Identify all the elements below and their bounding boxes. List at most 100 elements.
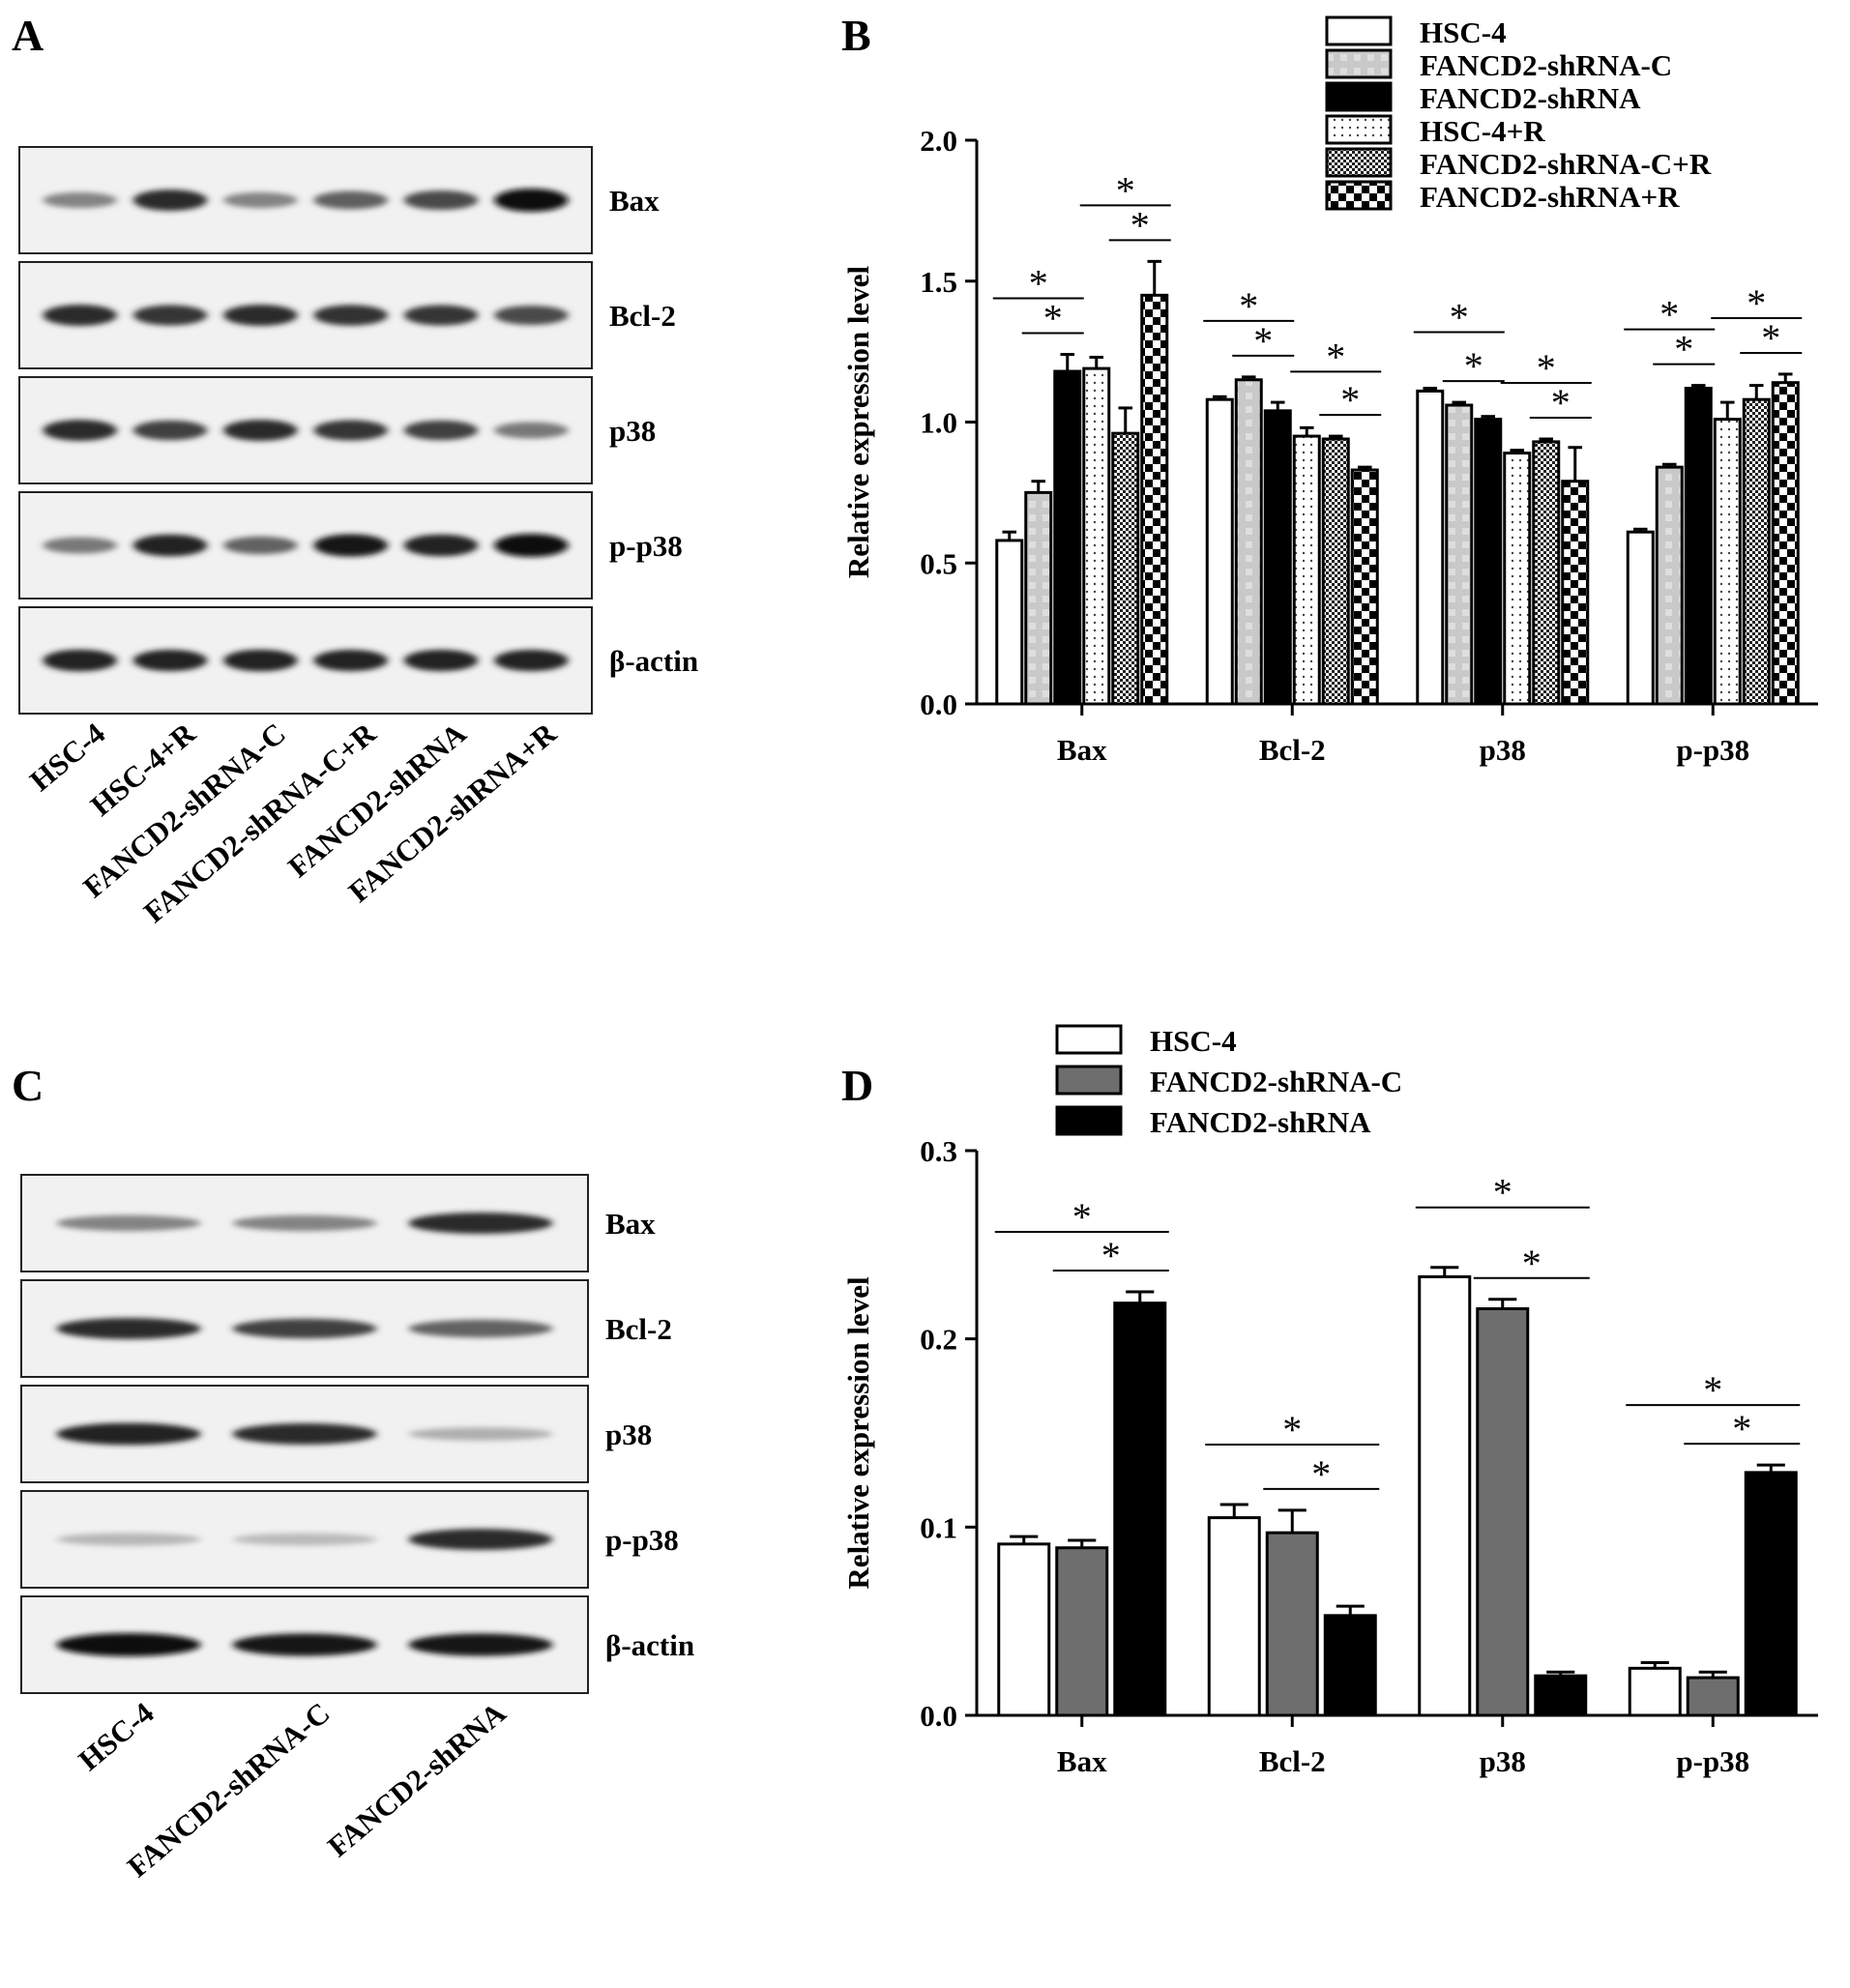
significance-mark: * [1747, 281, 1766, 325]
blot-label-bax: Bax [609, 184, 660, 218]
bar-chart-panel-d: 0.0 0.1 0.2 0.3 Relative expression level Bax… [841, 1024, 1818, 1778]
y-tick-label: 0.1 [920, 1510, 957, 1544]
band-bcl-2-fancd2-shrna [408, 1319, 553, 1338]
band-bcl-2-fancd2-shrna-r [494, 305, 569, 326]
band-beta-actin-fancd2-shrna [408, 1633, 553, 1656]
legend-label-fancd2-shrna: FANCD2-shRNA [1150, 1105, 1371, 1139]
blot-label-beta-actin: β-actin [609, 644, 698, 678]
band-p-p38-fancd2-shrna-c-r [313, 534, 388, 557]
significance-mark: * [1131, 203, 1150, 247]
panel-letter-a: A [12, 11, 44, 60]
band-beta-actin-hsc-4 [43, 649, 117, 672]
legend-label-hsc-4: HSC-4 [1420, 15, 1507, 49]
bar-fancd2-shrna-c-bcl-2 [1234, 378, 1263, 706]
bar-hsc-4-r-p-p38 [1713, 418, 1742, 706]
bar-fancd2-shrna-c-bax [1055, 1546, 1109, 1717]
bar-hsc-4-p-p38 [1626, 530, 1655, 706]
x-tick-label-bcl-2: Bcl-2 [1259, 733, 1326, 767]
y-tick-label: 0.3 [920, 1134, 957, 1168]
band-beta-actin-fancd2-shrna-r [494, 649, 569, 672]
x-tick-label-p-p38: p-p38 [1676, 1744, 1749, 1778]
band-beta-actin-fancd2-shrna [403, 649, 479, 672]
bar-fancd2-shrna-bcl-2 [1263, 409, 1292, 706]
band-p-p38-hsc-4-r [132, 534, 208, 557]
y-tick-label: 1.0 [920, 406, 957, 440]
significance-mark: * [1072, 1195, 1092, 1239]
bar-fancd2-shrna-c-bax [1024, 490, 1053, 706]
bar-fancd2-shrna-c-bcl-2 [1265, 1531, 1319, 1717]
legend-swatch-fancd2-shrna-c [1325, 48, 1393, 79]
legend-swatch-fancd2-shrna-c-r [1325, 147, 1393, 178]
band-p-p38-fancd2-shrna-c [232, 1533, 377, 1546]
bar-fancd2-shrna-c-p-p38 [1655, 465, 1684, 706]
blot-label-bax: Bax [605, 1207, 656, 1241]
significance-mark: * [1493, 1171, 1512, 1214]
significance-mark: * [1659, 293, 1679, 336]
band-bax-fancd2-shrna-c [223, 191, 298, 209]
legend-swatch-fancd2-shrna [1055, 1105, 1123, 1136]
x-tick-label-bax: Bax [1057, 733, 1107, 767]
band-p-p38-fancd2-shrna [408, 1529, 553, 1550]
lane-label-fancd2-shrna: FANCD2-shRNA [321, 1695, 513, 1863]
y-axis-label: Relative expression level [841, 266, 875, 579]
x-tick-label-p38: p38 [1480, 733, 1526, 767]
significance-mark: * [1674, 328, 1693, 371]
legend-swatch-fancd2-shrna-r [1325, 180, 1393, 211]
significance-mark: * [1703, 1368, 1722, 1412]
blot-label-p-p38: p-p38 [609, 529, 683, 563]
significance-mark: * [1537, 346, 1556, 390]
legend-label-hsc-4: HSC-4 [1150, 1024, 1237, 1058]
legend-label-fancd2-shrna-c: FANCD2-shRNA-C [1420, 48, 1672, 82]
band-bcl-2-hsc-4-r [132, 305, 208, 326]
band-p38-fancd2-shrna [408, 1427, 553, 1441]
legend-swatch-fancd2-shrna-c [1055, 1065, 1123, 1096]
x-tick-label-p-p38: p-p38 [1676, 733, 1749, 767]
band-p38-fancd2-shrna-c [232, 1423, 377, 1445]
y-tick-label: 1.5 [920, 265, 957, 299]
bar-chart-panel-b: 0.0 0.5 1.0 1.5 2.0 Relative expression level… [841, 15, 1818, 767]
significance-mark: * [1116, 168, 1135, 212]
band-beta-actin-fancd2-shrna-c [223, 649, 298, 672]
western-blot-panel-a: BaxBcl-2p38p-p38β-actinHSC-4HSC-4+RFANCD… [18, 146, 698, 929]
band-bcl-2-hsc-4 [43, 305, 117, 326]
bar-fancd2-shrna-c-r-p-p38 [1742, 397, 1771, 706]
band-p-p38-fancd2-shrna-c [223, 536, 298, 555]
significance-mark: * [1326, 335, 1345, 378]
legend-swatch-hsc-4-r [1325, 114, 1393, 145]
bar-hsc-4-p-p38 [1628, 1666, 1682, 1717]
band-bax-fancd2-shrna [408, 1213, 553, 1234]
significance-mark: * [1029, 262, 1048, 306]
band-p-p38-fancd2-shrna-r [494, 534, 569, 557]
panel-letter-c: C [12, 1061, 44, 1110]
bar-fancd2-shrna-c-r-bcl-2 [1321, 437, 1350, 706]
significance-mark: * [1464, 344, 1483, 388]
band-bcl-2-fancd2-shrna [403, 305, 479, 326]
band-beta-actin-fancd2-shrna-c-r [313, 649, 388, 672]
blot-label-bcl-2: Bcl-2 [605, 1312, 672, 1346]
legend-swatch-hsc-4 [1055, 1024, 1123, 1055]
band-bax-fancd2-shrna-r [494, 189, 569, 212]
band-p38-hsc-4 [56, 1422, 201, 1446]
bar-hsc-4-p38 [1416, 389, 1445, 706]
band-bax-hsc-4 [43, 191, 117, 209]
blot-label-p38: p38 [605, 1418, 652, 1451]
y-tick-label: 0.2 [920, 1323, 957, 1357]
band-bax-hsc-4 [56, 1214, 201, 1232]
y-tick-label: 2.0 [920, 124, 957, 158]
band-beta-actin-hsc-4-r [132, 649, 208, 672]
bar-fancd2-shrna-bcl-2 [1323, 1614, 1377, 1717]
bar-fancd2-shrna-c-p38 [1476, 1307, 1530, 1717]
bar-fancd2-shrna-c-r-bax [1111, 431, 1140, 706]
bar-hsc-4-r-bcl-2 [1292, 434, 1321, 706]
band-p-p38-hsc-4 [43, 537, 117, 554]
bar-fancd2-shrna-r-bcl-2 [1350, 468, 1379, 706]
lane-label-hsc-4: HSC-4 [72, 1696, 160, 1777]
bar-hsc-4-bcl-2 [1205, 397, 1234, 706]
bar-fancd2-shrna-bax [1053, 369, 1082, 706]
legend-label-fancd2-shrna-r: FANCD2-shRNA+R [1420, 180, 1680, 214]
y-tick-label: 0.5 [920, 546, 957, 580]
bar-fancd2-shrna-r-p38 [1561, 480, 1590, 706]
legend-label-fancd2-shrna-c-r: FANCD2-shRNA-C+R [1420, 147, 1712, 181]
significance-mark: * [1732, 1407, 1751, 1450]
